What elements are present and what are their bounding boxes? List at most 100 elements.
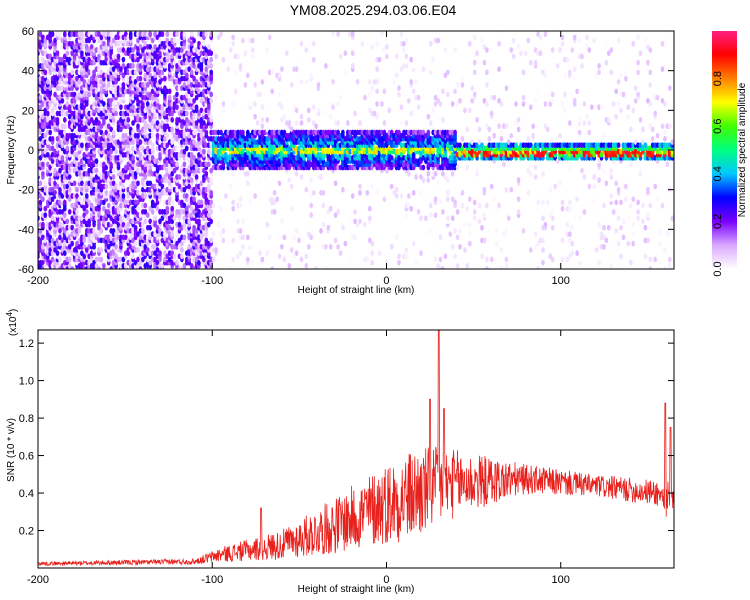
spectrogram-cell bbox=[97, 170, 101, 177]
spectrogram-cell bbox=[280, 218, 284, 225]
spectrogram-cell bbox=[445, 129, 450, 136]
spectrogram-cell bbox=[504, 186, 509, 193]
spectrogram-cell bbox=[467, 107, 472, 114]
spectrogram-cell bbox=[189, 40, 194, 47]
spectrogram-cell bbox=[267, 247, 272, 253]
spectrogram-cell bbox=[533, 142, 538, 149]
spectrogram-cell bbox=[119, 126, 123, 133]
spectrogram-cell bbox=[158, 218, 162, 225]
spectrogram-cell bbox=[58, 256, 62, 263]
spectrogram-cell bbox=[167, 126, 172, 133]
spectrogram-cell bbox=[258, 177, 262, 183]
spectrogram-cell bbox=[277, 72, 282, 79]
spectrogram-cell bbox=[55, 237, 60, 244]
spectrogram-cell bbox=[67, 256, 72, 263]
spectrogram-cell bbox=[199, 199, 204, 206]
spectrogram-cell bbox=[470, 139, 475, 145]
spectrogram-cell bbox=[50, 75, 55, 82]
spectrogram-cell bbox=[121, 56, 126, 63]
spectrogram-cell bbox=[475, 151, 479, 158]
spectrogram-cell bbox=[114, 199, 118, 206]
spectrogram-cell bbox=[343, 50, 348, 57]
spectrogram-cell bbox=[467, 240, 472, 247]
spectrogram-cell bbox=[492, 196, 497, 203]
spectrogram-cell bbox=[172, 132, 177, 139]
spectrogram-cell bbox=[192, 224, 196, 231]
spectrogram-cell bbox=[519, 50, 523, 57]
spectrogram-cell bbox=[165, 37, 170, 44]
spectrogram-cell bbox=[602, 202, 606, 209]
spectrogram-cell bbox=[526, 167, 531, 174]
spectrogram-cell bbox=[111, 88, 116, 95]
spectrogram-cell bbox=[348, 164, 353, 171]
spectrogram-cell bbox=[297, 139, 301, 145]
spectrogram-cell bbox=[333, 120, 338, 126]
spectrogram-cell bbox=[482, 44, 487, 50]
spectrogram-cell bbox=[131, 94, 135, 101]
spectrogram-cell bbox=[119, 104, 123, 111]
spectrogram-cell bbox=[204, 107, 209, 114]
spectrogram-cell bbox=[155, 120, 160, 126]
spectrogram-cell bbox=[599, 142, 604, 149]
spectrogram-cell bbox=[350, 193, 355, 199]
spectrogram-cell bbox=[289, 183, 294, 190]
spectrogram-cell bbox=[123, 199, 128, 206]
spectrogram-cell bbox=[131, 63, 135, 69]
spectrogram-cell bbox=[204, 66, 209, 72]
spectrogram-cell bbox=[221, 237, 226, 244]
spectrogram-cell bbox=[209, 189, 214, 196]
spectrogram-cell bbox=[458, 142, 462, 149]
spectrogram-cell bbox=[128, 148, 133, 155]
spectrogram-cell bbox=[187, 196, 192, 203]
spectrogram-cell bbox=[62, 53, 67, 60]
spectrogram-cell bbox=[253, 101, 257, 107]
spectrogram-cell bbox=[241, 148, 245, 155]
spectrogram-cell bbox=[467, 196, 472, 203]
spectrogram-cell bbox=[597, 158, 601, 164]
spectrogram-cell bbox=[263, 75, 267, 82]
spectrogram-cell bbox=[304, 262, 309, 269]
spectrogram-cell bbox=[336, 101, 340, 107]
spectrogram-cell bbox=[111, 155, 116, 161]
spectrogram-cell bbox=[119, 82, 123, 88]
spectrogram-cell bbox=[70, 177, 75, 183]
spectrogram-cell bbox=[143, 40, 148, 47]
spectrogram-cell bbox=[155, 164, 160, 171]
spectrogram-cell bbox=[209, 50, 214, 57]
spectrogram-cell bbox=[141, 221, 145, 228]
spectrogram-cell bbox=[206, 161, 211, 168]
spectrogram-cell bbox=[433, 196, 438, 203]
spectrogram-cell bbox=[228, 47, 233, 53]
spectrogram-cell bbox=[55, 136, 60, 142]
spectrogram-cell bbox=[106, 97, 111, 104]
spectrogram-cell bbox=[306, 243, 311, 250]
spectrogram-cell bbox=[543, 31, 548, 38]
spectrogram-cell bbox=[397, 85, 401, 91]
spectrogram-cell bbox=[97, 266, 101, 269]
spectrogram-cell bbox=[463, 247, 467, 253]
spectrogram-cell bbox=[438, 199, 443, 206]
spectrogram-cell bbox=[541, 215, 545, 222]
spectrogram-cell bbox=[99, 69, 104, 76]
spectrogram-cell bbox=[570, 250, 575, 256]
spectrogram-cell bbox=[182, 221, 187, 228]
spectrogram-cell bbox=[160, 177, 165, 183]
spectrogram-cell bbox=[592, 183, 597, 190]
spectrogram-cell bbox=[365, 189, 370, 196]
spectrogram-cell bbox=[548, 101, 553, 107]
spectrogram-cell bbox=[216, 221, 221, 228]
spectrogram-cell bbox=[204, 113, 209, 120]
spectrogram-cell bbox=[550, 256, 555, 263]
spectrogram-cell bbox=[399, 120, 404, 126]
spectrogram-cell bbox=[99, 237, 104, 244]
spectrogram-cell bbox=[155, 259, 160, 266]
spectrogram-cell bbox=[128, 31, 133, 38]
spectrogram-cell bbox=[443, 47, 448, 53]
spectrogram-cell bbox=[187, 44, 192, 50]
spectrogram-cell bbox=[65, 110, 70, 117]
spectrogram-cell bbox=[565, 221, 570, 228]
spectrogram-cell bbox=[111, 75, 116, 82]
spectrogram-cell bbox=[123, 132, 128, 139]
spectrogram-cell bbox=[299, 174, 304, 180]
spectrogram-cell bbox=[206, 221, 211, 228]
